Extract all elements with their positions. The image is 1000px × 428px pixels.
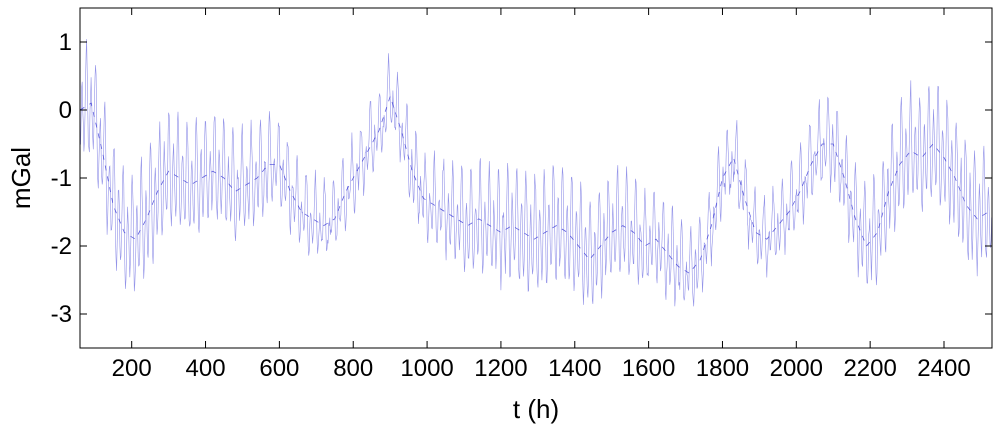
x-tick-label: 1200 — [474, 355, 527, 382]
signal-line — [79, 39, 992, 307]
x-tick-label: 600 — [259, 355, 299, 382]
y-tick-label: -2 — [51, 233, 72, 260]
x-tick-label: 800 — [333, 355, 373, 382]
y-tick-label: 1 — [59, 29, 72, 56]
x-tick-label: 1400 — [548, 355, 601, 382]
y-axis-label: mGal — [6, 147, 36, 209]
x-tick-label: 1000 — [400, 355, 453, 382]
ticks-layer: 200 400 600 800 1000 1200 1400 1600 1800 2000 2200… — [51, 8, 992, 382]
x-tick-label: 2200 — [843, 355, 896, 382]
x-tick-label: 400 — [186, 355, 226, 382]
y-tick-label: 0 — [59, 97, 72, 124]
series-layer — [79, 39, 992, 307]
x-tick-label: 2000 — [770, 355, 823, 382]
x-tick-label: 1800 — [696, 355, 749, 382]
plot-frame — [79, 7, 993, 349]
y-tick-label: -1 — [51, 165, 72, 192]
y-tick-label: -3 — [51, 301, 72, 328]
x-tick-label: 1600 — [622, 355, 675, 382]
x-tick-label: 2400 — [917, 355, 970, 382]
x-tick-label: 200 — [112, 355, 152, 382]
series-line — [79, 95, 989, 274]
x-axis-label: t (h) — [513, 394, 559, 424]
